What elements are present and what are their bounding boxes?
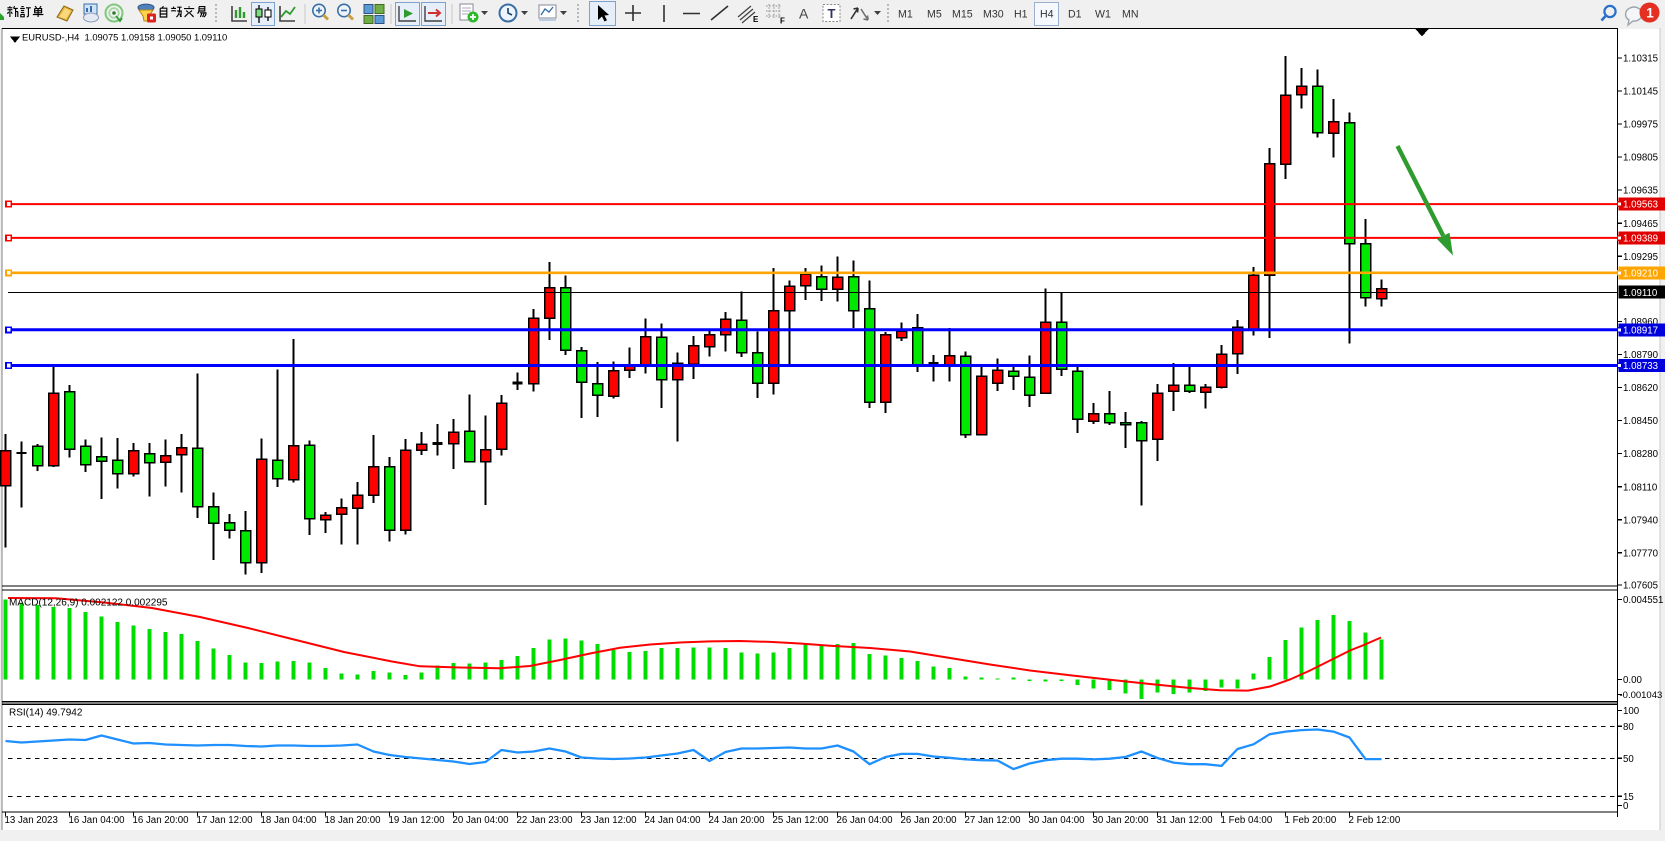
svg-text:2 Feb 12:00: 2 Feb 12:00 [1349, 815, 1401, 826]
svg-text:1.09563: 1.09563 [1623, 200, 1658, 211]
svg-text:EURUSD-,H4 1.09075 1.09158 1.: EURUSD-,H4 1.09075 1.09158 1.09050 1.091… [22, 32, 227, 43]
svg-text:26 Jan 20:00: 26 Jan 20:00 [901, 815, 958, 826]
svg-text:1.09635: 1.09635 [1623, 186, 1658, 197]
svg-text:1.08110: 1.08110 [1623, 482, 1658, 493]
svg-text:18 Jan 04:00: 18 Jan 04:00 [261, 815, 318, 826]
svg-text:1.09975: 1.09975 [1623, 120, 1658, 131]
svg-text:1.08733: 1.08733 [1623, 361, 1658, 372]
svg-text:100: 100 [1623, 706, 1640, 717]
svg-text:1.08450: 1.08450 [1623, 416, 1659, 427]
svg-text:1.08620: 1.08620 [1623, 383, 1659, 394]
svg-text:18 Jan 20:00: 18 Jan 20:00 [325, 815, 382, 826]
svg-text:1.09465: 1.09465 [1623, 219, 1658, 230]
svg-text:22 Jan 23:00: 22 Jan 23:00 [517, 815, 574, 826]
svg-text:F: F [780, 17, 785, 26]
svg-text:1 Feb 04:00: 1 Feb 04:00 [1221, 815, 1273, 826]
svg-text:M30: M30 [983, 9, 1004, 21]
svg-text:1 Feb 20:00: 1 Feb 20:00 [1285, 815, 1337, 826]
svg-text:1.08280: 1.08280 [1623, 449, 1659, 460]
svg-text:17 Jan 12:00: 17 Jan 12:00 [197, 815, 254, 826]
svg-text:E: E [753, 15, 759, 24]
svg-text:80: 80 [1623, 722, 1634, 733]
svg-text:24 Jan 04:00: 24 Jan 04:00 [645, 815, 702, 826]
svg-text:1: 1 [1646, 5, 1654, 20]
svg-text:A: A [799, 6, 809, 22]
svg-text:1.09110: 1.09110 [1623, 288, 1658, 299]
svg-text:W1: W1 [1095, 9, 1111, 21]
svg-text:30 Jan 20:00: 30 Jan 20:00 [1093, 815, 1150, 826]
svg-text:0.00: 0.00 [1623, 675, 1642, 686]
svg-text:1.07605: 1.07605 [1623, 581, 1658, 592]
svg-text:M5: M5 [927, 9, 942, 21]
svg-text:1.10145: 1.10145 [1623, 87, 1658, 98]
svg-text:1.09210: 1.09210 [1623, 268, 1659, 279]
svg-text:0.004551: 0.004551 [1623, 595, 1663, 606]
svg-text:26 Jan 04:00: 26 Jan 04:00 [837, 815, 894, 826]
svg-text:H1: H1 [1014, 9, 1028, 21]
svg-text:16 Jan 20:00: 16 Jan 20:00 [133, 815, 190, 826]
svg-text:50: 50 [1623, 754, 1634, 765]
svg-text:MN: MN [1122, 9, 1138, 21]
svg-text:16 Jan 04:00: 16 Jan 04:00 [69, 815, 126, 826]
svg-text:24 Jan 20:00: 24 Jan 20:00 [709, 815, 766, 826]
svg-text:D1: D1 [1068, 9, 1082, 21]
svg-text:T: T [828, 6, 836, 21]
svg-text:25 Jan 12:00: 25 Jan 12:00 [773, 815, 830, 826]
svg-text:13 Jan 2023: 13 Jan 2023 [5, 815, 58, 826]
svg-text:MACD(12,26,9) 0.002122 0.00229: MACD(12,26,9) 0.002122 0.002295 [9, 598, 168, 609]
svg-text:RSI(14) 49.7942: RSI(14) 49.7942 [9, 708, 83, 719]
svg-text:19 Jan 12:00: 19 Jan 12:00 [389, 815, 446, 826]
svg-text:1.08917: 1.08917 [1623, 325, 1658, 336]
svg-text:27 Jan 12:00: 27 Jan 12:00 [965, 815, 1022, 826]
svg-text:1.07770: 1.07770 [1623, 548, 1659, 559]
svg-text:1.07940: 1.07940 [1623, 515, 1659, 526]
svg-text:30 Jan 04:00: 30 Jan 04:00 [1029, 815, 1086, 826]
svg-text:1.09805: 1.09805 [1623, 153, 1658, 164]
svg-text:31 Jan 12:00: 31 Jan 12:00 [1157, 815, 1214, 826]
svg-text:0: 0 [1623, 801, 1629, 812]
svg-text:H4: H4 [1040, 9, 1054, 21]
svg-text:1.09389: 1.09389 [1623, 234, 1658, 245]
svg-text:20 Jan 04:00: 20 Jan 04:00 [453, 815, 510, 826]
svg-text:1.09295: 1.09295 [1623, 252, 1658, 263]
svg-text:-0.001043: -0.001043 [1620, 690, 1663, 701]
svg-text:M1: M1 [898, 9, 913, 21]
svg-text:1.10315: 1.10315 [1623, 54, 1658, 65]
svg-text:23 Jan 12:00: 23 Jan 12:00 [581, 815, 638, 826]
svg-text:M15: M15 [952, 9, 973, 21]
